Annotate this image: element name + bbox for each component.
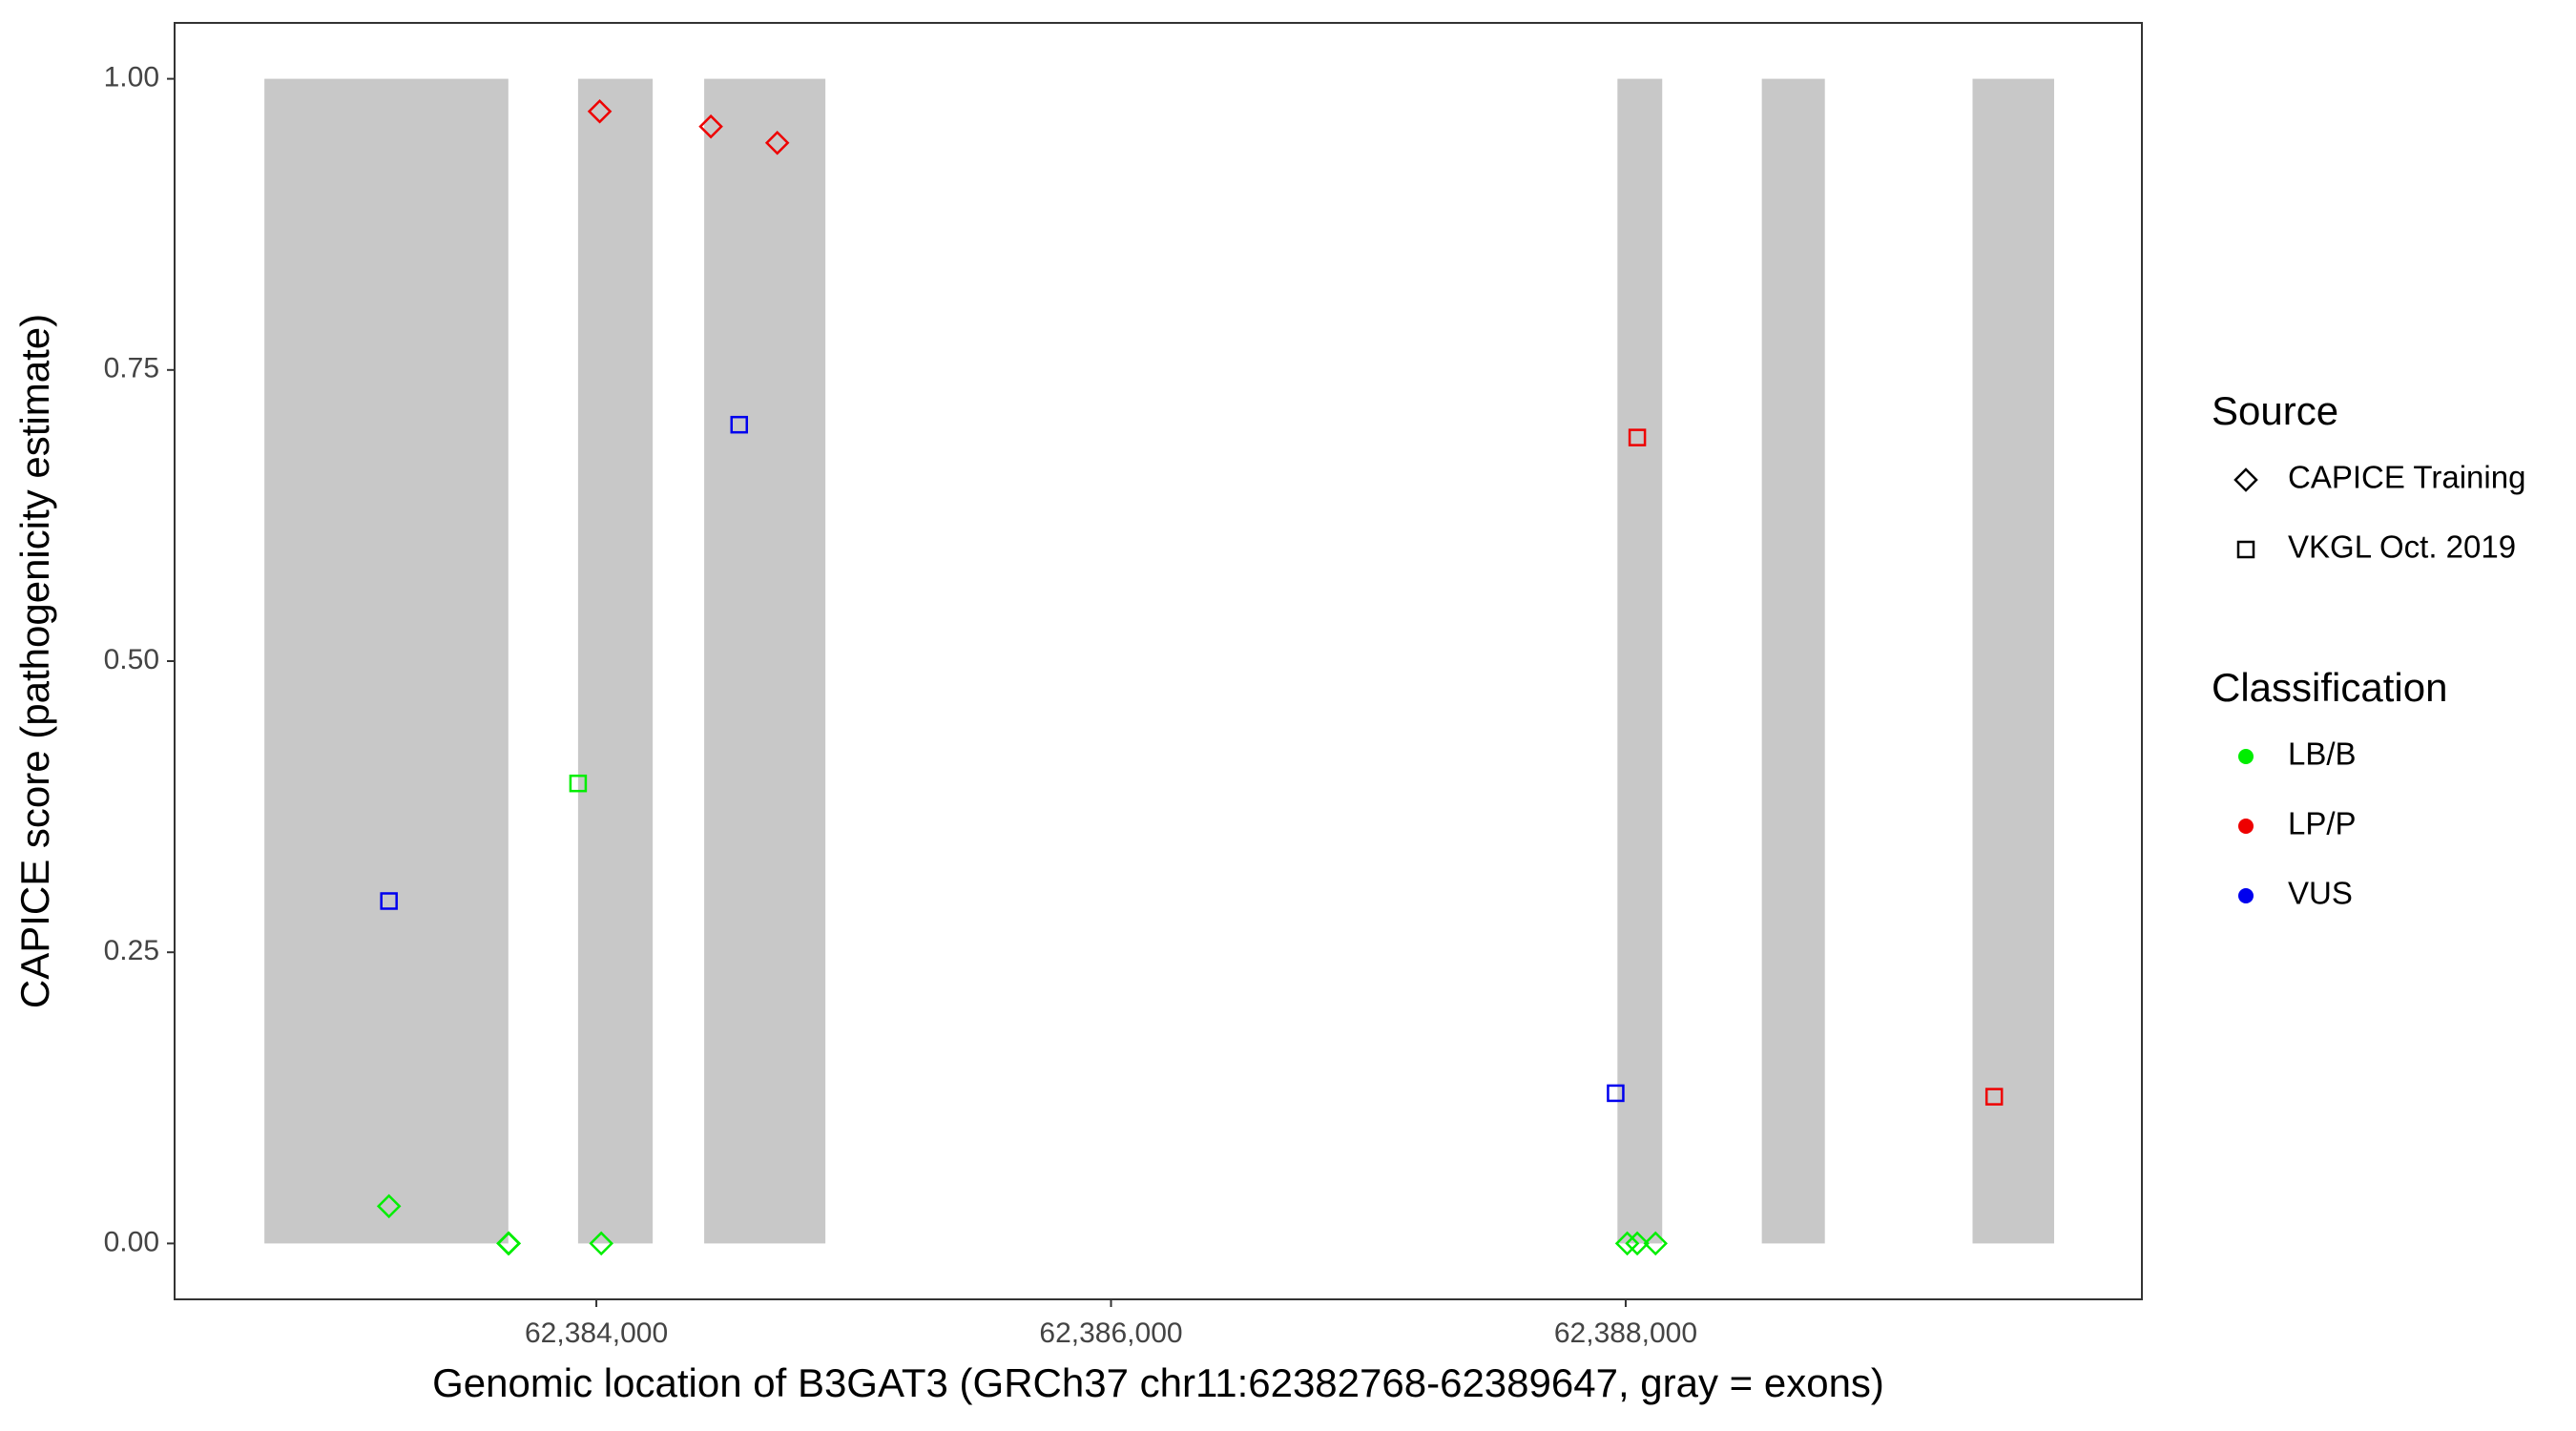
legend-label: LB/B [2288,736,2357,772]
dot-marker [2238,749,2254,764]
square-marker [569,774,588,793]
diamond-marker [698,114,723,139]
diamond-marker [2233,467,2258,492]
diamond-marker [589,1231,613,1256]
diamond-marker [1643,1231,1668,1256]
legend-title: Source [2212,388,2338,433]
y-tick-label: 0.75 [104,353,159,384]
legend-label: VUS [2288,876,2353,911]
square-marker [380,892,398,910]
dot-marker [2238,819,2254,834]
legend-title: Classification [2212,665,2447,710]
exon [1972,78,2055,1244]
exon [577,78,654,1244]
y-tick-label: 0.25 [104,935,159,966]
diamond-marker [496,1231,522,1256]
diamond-marker [1625,1231,1650,1256]
plot-border [174,22,2143,1300]
exon [1617,78,1663,1244]
diamond-marker [376,1193,402,1219]
exon [264,78,509,1244]
exon [704,78,826,1244]
square-marker [1984,1088,2004,1106]
x-tick-label: 62,386,000 [1039,1317,1182,1349]
square-marker [2236,540,2255,559]
square-marker [730,415,749,434]
y-axis-title: CAPICE score (pathogenicity estimate) [12,314,57,1008]
legend-label: CAPICE Training [2288,460,2525,495]
diamond-marker [587,99,613,124]
y-tick-label: 0.50 [104,644,159,675]
diamond-marker [1614,1231,1640,1256]
legend-label: VKGL Oct. 2019 [2288,529,2516,565]
exon [1761,78,1825,1244]
diamond-marker [764,130,790,156]
x-tick-label: 62,388,000 [1554,1317,1697,1349]
square-marker [1628,428,1647,446]
legend-label: LP/P [2288,806,2357,841]
y-tick-label: 0.00 [104,1226,159,1257]
square-marker [1607,1084,1625,1103]
y-tick-label: 1.00 [104,62,159,93]
x-axis-title: Genomic location of B3GAT3 (GRCh37 chr11… [432,1360,1884,1405]
x-tick-label: 62,384,000 [525,1317,668,1349]
dot-marker [2238,888,2254,903]
